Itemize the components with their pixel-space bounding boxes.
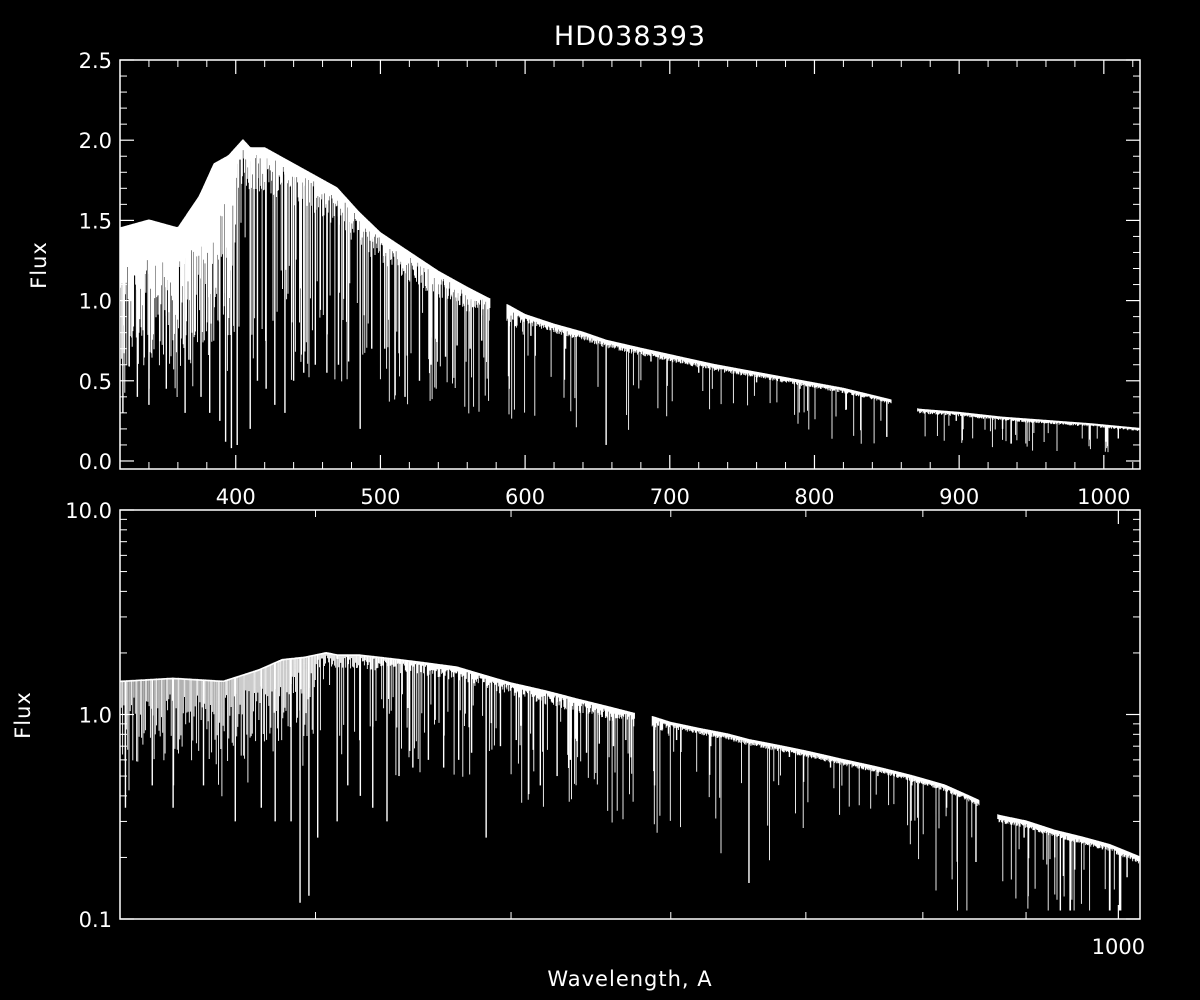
top-ticks: 400 500 600 700 800 900 1000 0.0 0.5 1.0 1.5 2.0 2.5 (79, 49, 1140, 509)
top-x-tick-label: 600 (505, 485, 545, 509)
bottom-y-tick-label: 1.0 (79, 704, 112, 728)
top-x-tick-label: 1000 (1077, 485, 1130, 509)
bottom-x-tick-label: 1000 (1092, 935, 1145, 959)
top-x-tick-label: 900 (939, 485, 979, 509)
top-spectrum (120, 139, 1140, 453)
top-panel: 400 500 600 700 800 900 1000 0.0 0.5 1.0 1.5 2.0 2.5… (27, 49, 1141, 509)
bottom-panel: 1000 0.1 1.0 10.0 Flux Wavelength, A (11, 499, 1145, 991)
top-x-tick-label: 500 (360, 485, 400, 509)
top-x-tick-label: 700 (650, 485, 690, 509)
top-plot-frame (119, 59, 1141, 470)
chart-title: HD038393 (554, 21, 706, 52)
top-x-tick-label: 400 (216, 485, 256, 509)
bottom-ticks: 1000 0.1 1.0 10.0 (65, 499, 1145, 959)
top-y-axis-label: Flux (27, 241, 51, 289)
bottom-flux-trace (120, 652, 1140, 911)
top-y-tick-label: 0.0 (79, 450, 112, 474)
top-y-tick-label: 2.5 (79, 49, 112, 73)
top-y-tick-label: 1.5 (79, 209, 112, 233)
top-y-tick-label: 2.0 (79, 129, 112, 153)
top-y-tick-label: 0.5 (79, 370, 112, 394)
bottom-y-axis-label: Flux (11, 691, 35, 739)
top-x-tick-label: 800 (794, 485, 834, 509)
top-y-tick-label: 1.0 (79, 290, 112, 314)
top-flux-trace (120, 139, 1140, 453)
bottom-y-tick-label: 0.1 (79, 908, 112, 932)
bottom-spectrum (120, 652, 1140, 911)
bottom-y-tick-label: 10.0 (65, 499, 112, 523)
x-axis-label: Wavelength, A (547, 967, 712, 991)
